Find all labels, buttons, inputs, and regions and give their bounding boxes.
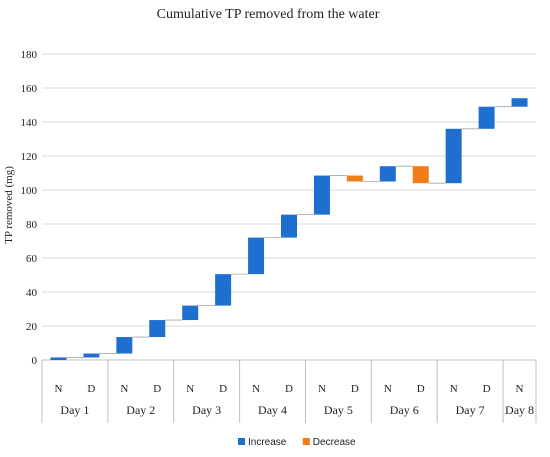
bar-decrease: [346, 175, 363, 182]
legend: Increase Decrease: [238, 437, 356, 448]
chart-title: Cumulative TP removed from the water: [157, 7, 380, 22]
x-group-label: Day 6: [390, 403, 419, 417]
x-tick-label: D: [153, 383, 161, 395]
x-group-label: Day 8: [505, 403, 534, 417]
bar-increase: [281, 214, 297, 238]
bar-increase: [83, 353, 100, 358]
y-tick-label: 100: [21, 185, 38, 197]
bar-increase: [511, 98, 528, 107]
x-group-label: Day 4: [258, 403, 287, 417]
y-tick-label: 140: [21, 117, 38, 129]
y-tick-label: 120: [21, 151, 38, 163]
bar-increase: [50, 357, 67, 360]
x-tick-label: N: [516, 383, 524, 395]
y-tick-label: 60: [26, 253, 38, 265]
x-group-labels: Day 1 Day 2 Day 3 Day 4 Day 5 Day 6 Day 7 Day 8: [41, 360, 537, 423]
x-tick-label: D: [483, 383, 491, 395]
x-tick-label: N: [318, 383, 326, 395]
x-tick-label: N: [384, 383, 392, 395]
x-tick-label: D: [285, 383, 293, 395]
connector-lines: [66, 106, 512, 358]
x-tick-label: N: [54, 383, 62, 395]
x-tick-label: D: [417, 383, 425, 395]
bar-increase: [478, 106, 495, 129]
bars: [50, 98, 528, 360]
gridlines: [42, 53, 536, 361]
legend-label-increase: Increase: [248, 437, 287, 448]
bar-decrease: [412, 166, 429, 184]
legend-label-decrease: Decrease: [313, 437, 356, 448]
y-tick-label: 160: [21, 83, 38, 95]
y-tick-label: 180: [21, 49, 38, 61]
bar-increase: [445, 128, 462, 184]
x-tick-label: N: [120, 383, 128, 395]
y-tick-label: 20: [26, 321, 38, 333]
x-group-label: Day 7: [456, 403, 485, 417]
y-tick-label: 40: [26, 287, 38, 299]
x-tick-label: N: [186, 383, 194, 395]
x-tick-label: D: [351, 383, 359, 395]
legend-swatch-decrease: [302, 438, 310, 445]
bar-increase: [313, 175, 330, 215]
bar-increase: [215, 274, 232, 306]
bar-increase: [248, 237, 265, 275]
x-group-label: Day 2: [126, 403, 155, 417]
x-tick-label: N: [450, 383, 458, 395]
bar-increase: [182, 305, 199, 321]
bar-increase: [379, 166, 396, 182]
x-group-label: Day 1: [60, 403, 89, 417]
x-group-label: Day 3: [192, 403, 221, 417]
legend-swatch-increase: [238, 438, 245, 445]
x-tick-label: D: [219, 383, 227, 395]
y-tick-label: 80: [26, 219, 38, 231]
x-group-label: Day 5: [324, 403, 353, 417]
bar-increase: [116, 337, 133, 354]
bar-increase: [149, 320, 166, 338]
y-axis-label: TP removed (mg): [3, 166, 15, 244]
y-tick-labels: 0 20 40 60 80 100 120 140 160 180: [21, 49, 38, 367]
x-tick-label: N: [252, 383, 260, 395]
x-tick-label: D: [87, 383, 95, 395]
y-tick-label: 0: [32, 355, 38, 367]
